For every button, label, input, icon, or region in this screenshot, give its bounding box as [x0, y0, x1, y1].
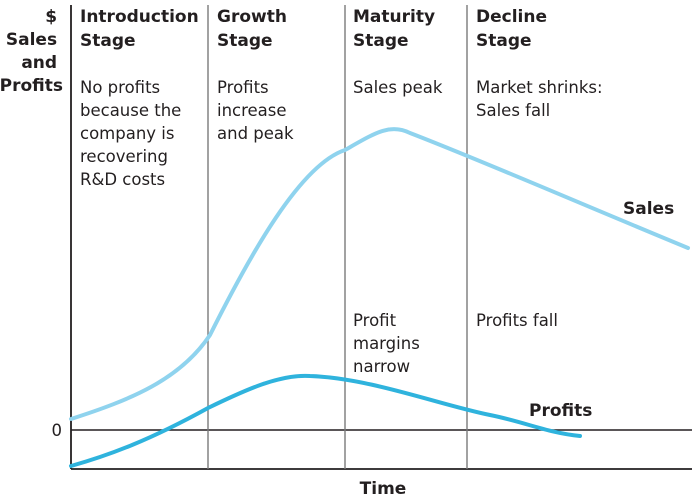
stage-note-maturity: Profit margins narrow [353, 311, 425, 376]
stage-title-growth: Growth Stage [217, 7, 293, 51]
stage-note-decline: Profits fall [476, 311, 558, 330]
y-axis-label-line: $ [45, 7, 57, 27]
stage-title-decline: Decline Stage [476, 7, 553, 51]
y-axis-label: $ Sales and Profits [0, 7, 63, 96]
y-axis-label-line: and [21, 53, 57, 73]
stage-description-decline: Market shrinks: Sales fall [476, 78, 608, 120]
y-axis-label-line: Profits [0, 76, 63, 96]
profits-curve-label: Profits [529, 401, 592, 421]
stage-description-introduction: No profits because the company is recove… [80, 78, 187, 189]
zero-label: 0 [52, 421, 63, 440]
x-axis-label: Time [360, 479, 407, 499]
sales-curve-label: Sales [623, 199, 674, 219]
stage-description-maturity: Sales peak [353, 78, 443, 97]
stage-description-growth: Profits increase and peak [217, 78, 294, 143]
stage-title-introduction: Introduction Stage [80, 7, 205, 51]
stage-title-maturity: Maturity Stage [353, 7, 441, 51]
y-axis-label-line: Sales [6, 30, 57, 50]
